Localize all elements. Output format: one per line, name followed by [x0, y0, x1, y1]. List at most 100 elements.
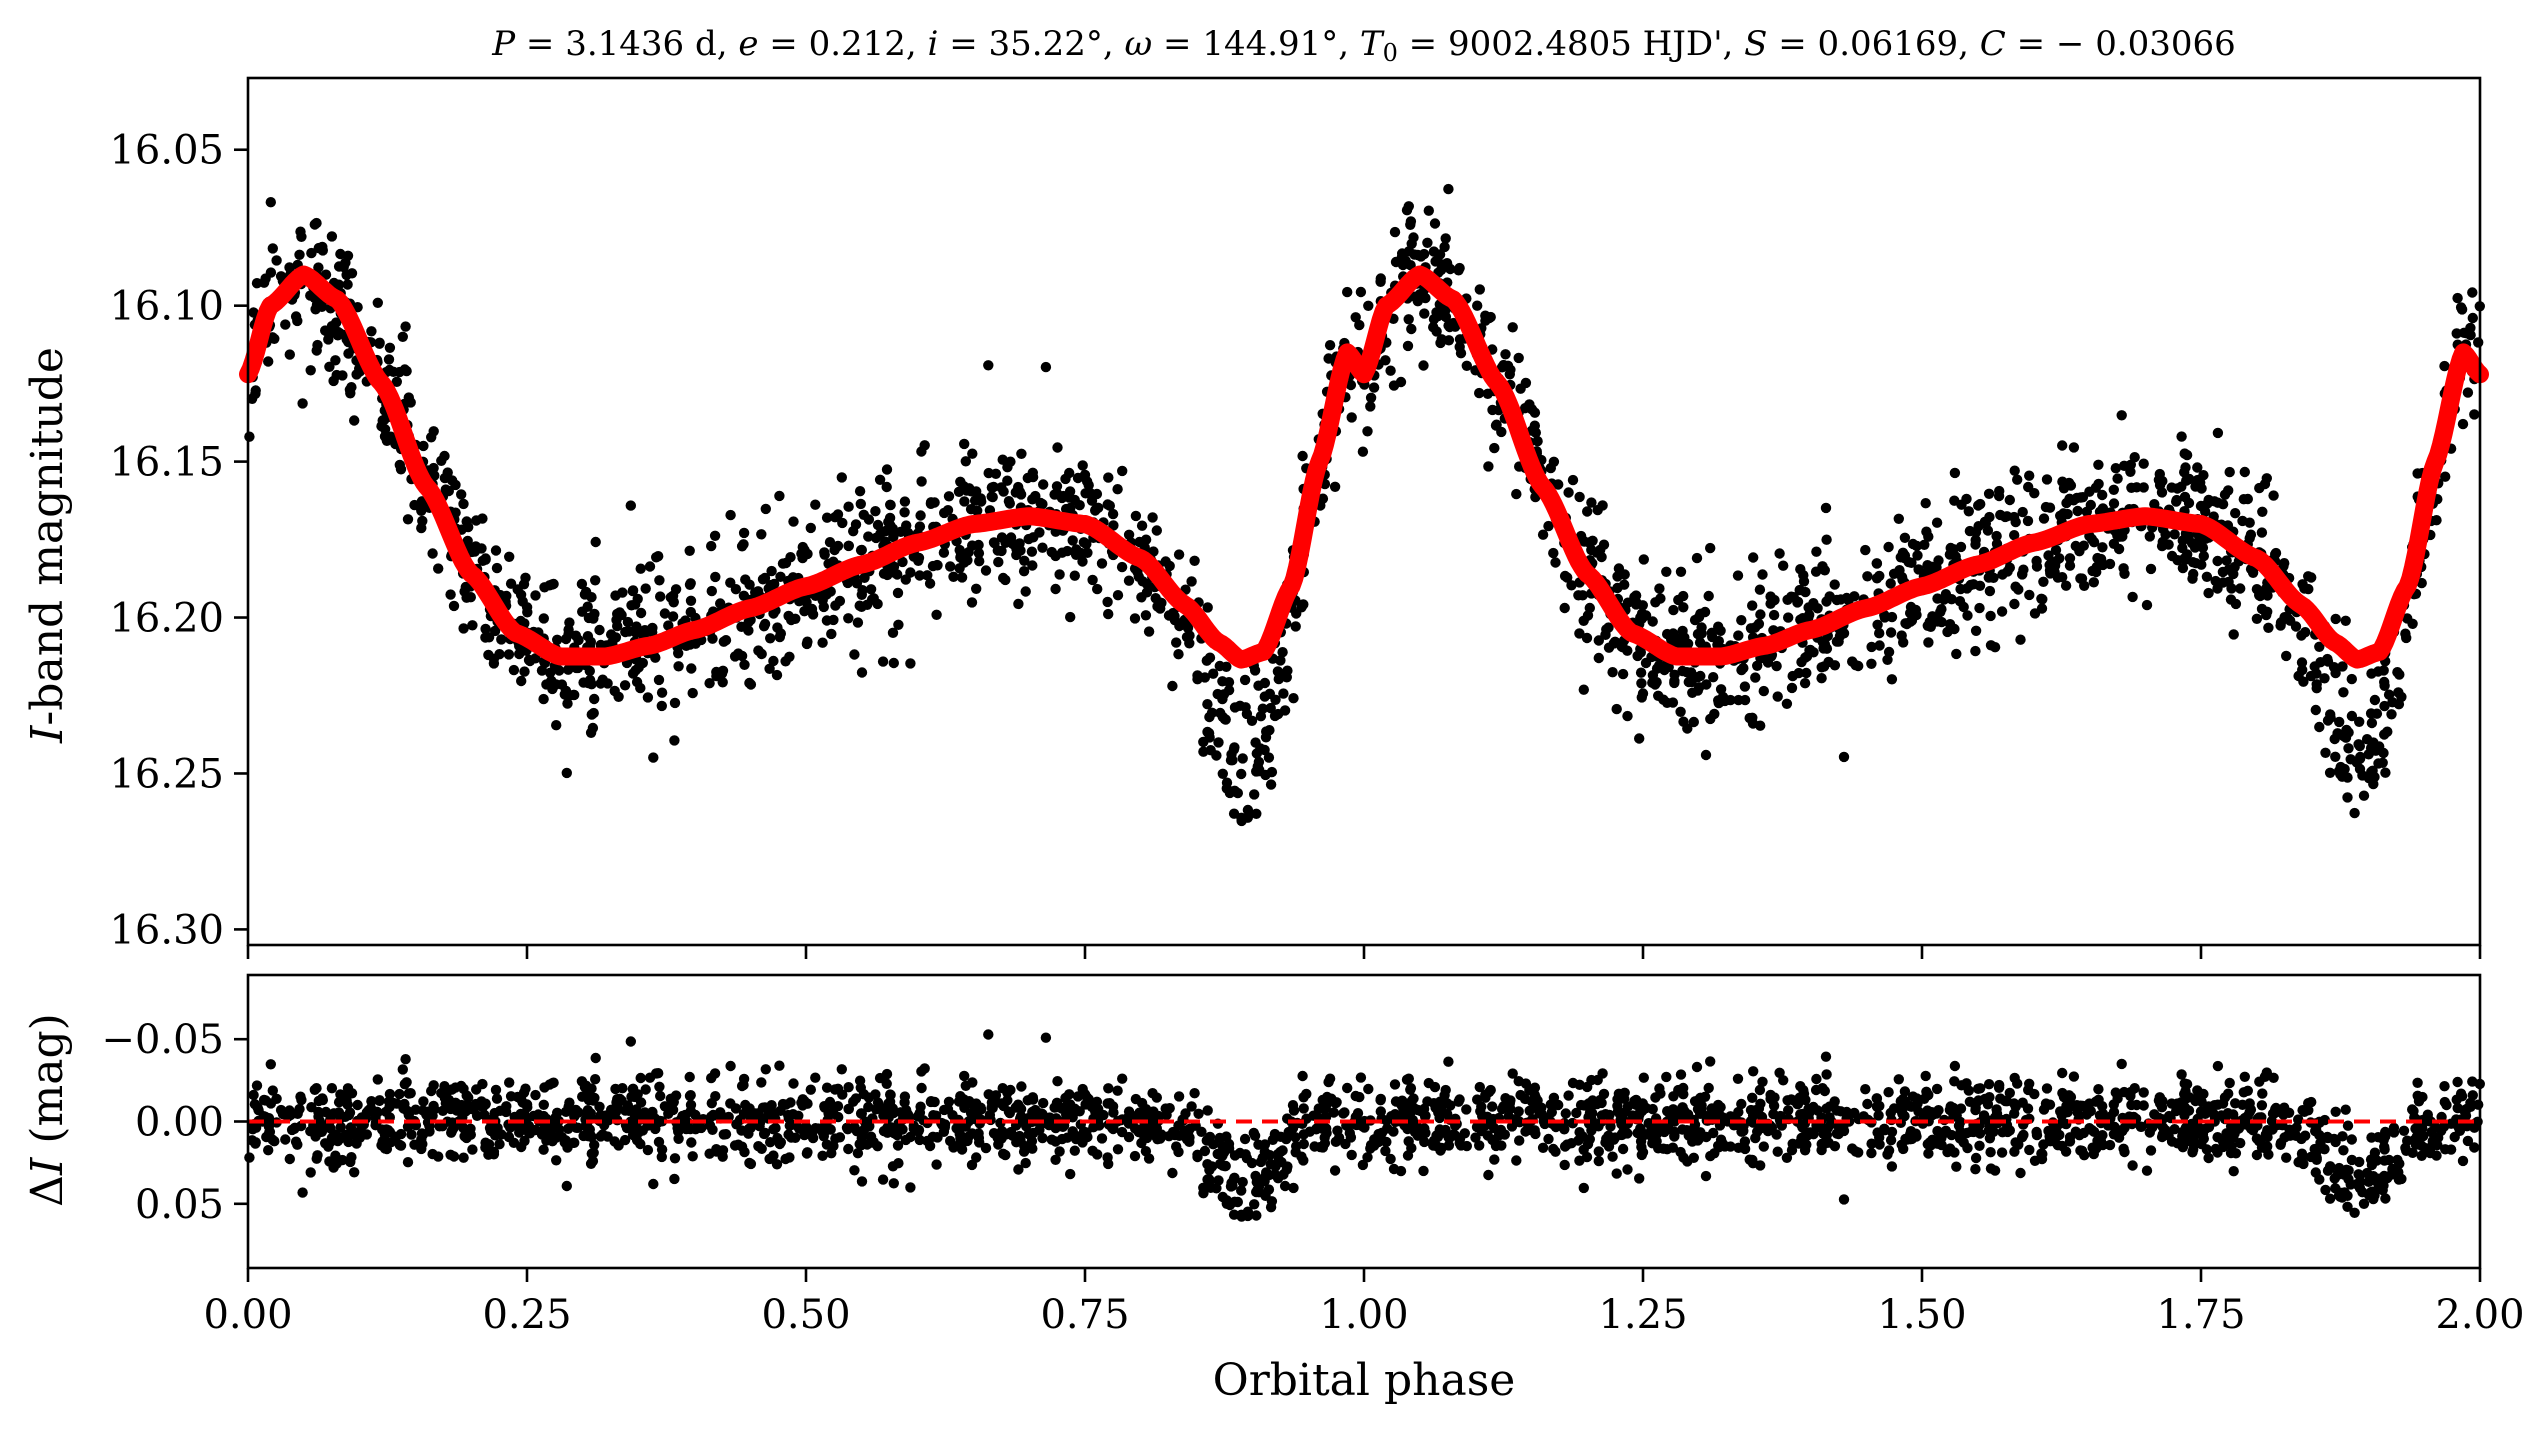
- residual-point: [2251, 1149, 2263, 1161]
- residual-point: [1725, 1111, 1736, 1122]
- observation-point: [943, 491, 955, 502]
- observation-point: [1695, 608, 1706, 619]
- residual-point: [640, 1084, 651, 1095]
- observation-point: [2245, 529, 2257, 540]
- observation-point: [1738, 662, 1749, 674]
- residual-point: [1989, 1165, 2001, 1176]
- residual-point: [1821, 1103, 1832, 1114]
- residual-point: [736, 1141, 748, 1152]
- observation-point: [2116, 410, 2127, 421]
- residual-point: [673, 1133, 684, 1145]
- residual-point: [656, 1151, 667, 1163]
- observation-point: [1329, 481, 1341, 492]
- residual-point: [309, 1084, 320, 1096]
- residual-point: [1799, 1145, 1811, 1156]
- residual-point: [1489, 1154, 1500, 1165]
- residual-point: [1630, 1094, 1642, 1106]
- observation-point: [467, 620, 478, 631]
- residual-point: [1781, 1152, 1793, 1164]
- observation-point: [2320, 747, 2331, 758]
- residual-point: [394, 1088, 405, 1100]
- observation-point: [594, 624, 605, 636]
- residual-point: [1381, 1115, 1392, 1126]
- observation-point: [560, 633, 572, 645]
- residual-point: [1290, 1132, 1301, 1143]
- residual-point: [1184, 1123, 1196, 1135]
- observation-point: [530, 590, 541, 601]
- residual-point: [1695, 1092, 1706, 1104]
- residual-point: [2297, 1105, 2308, 1116]
- residual-point: [1618, 1124, 1630, 1136]
- residual-point: [1419, 1136, 1430, 1148]
- residual-point: [2393, 1174, 2405, 1185]
- observation-point: [2187, 573, 2198, 584]
- observation-point: [578, 677, 589, 688]
- residual-point: [625, 1036, 636, 1047]
- residual-point: [462, 1100, 473, 1111]
- observation-point: [1636, 678, 1647, 689]
- observation-point: [870, 506, 881, 517]
- observation-point: [1532, 436, 1543, 447]
- observation-point: [609, 685, 620, 697]
- observation-point: [882, 569, 893, 581]
- observation-point: [2040, 501, 2052, 513]
- observation-point: [496, 634, 507, 645]
- residual-point: [684, 1071, 695, 1083]
- observation-point: [888, 531, 899, 543]
- observation-point: [530, 653, 541, 664]
- observation-point: [1483, 461, 1494, 472]
- observation-point: [1593, 652, 1605, 664]
- observation-point: [1249, 789, 1260, 800]
- observation-point: [1650, 597, 1661, 608]
- observation-point: [915, 510, 926, 521]
- residual-point: [2180, 1122, 2192, 1134]
- observation-point: [1949, 467, 1961, 479]
- residual-point: [344, 1155, 356, 1166]
- residual-point: [2369, 1147, 2381, 1158]
- observation-point: [1974, 580, 1986, 591]
- residual-point: [2154, 1092, 2165, 1103]
- observation-point: [448, 600, 460, 612]
- observation-point: [1647, 616, 1658, 627]
- residual-point: [2166, 1136, 2178, 1147]
- observation-point: [2282, 612, 2293, 624]
- residual-point: [1252, 1184, 1264, 1195]
- observation-point: [983, 360, 994, 371]
- residual-point: [1212, 1148, 1223, 1160]
- residual-point: [1368, 1140, 1380, 1151]
- residual-point: [1611, 1168, 1622, 1179]
- observation-point: [1732, 570, 1744, 581]
- residual-point: [428, 1080, 439, 1091]
- observation-point: [1037, 542, 1048, 553]
- observation-point: [1204, 711, 1215, 723]
- y-tick-label: 0.00: [135, 1100, 224, 1146]
- observation-point: [653, 674, 665, 686]
- residual-point: [856, 1176, 868, 1187]
- residual-point: [1755, 1160, 1766, 1171]
- observation-point: [659, 608, 671, 619]
- observation-point: [892, 569, 903, 580]
- observation-point: [483, 649, 494, 661]
- observation-point: [1866, 641, 1877, 653]
- residual-point: [248, 1089, 259, 1101]
- observation-point: [1574, 491, 1585, 503]
- observation-point: [2043, 550, 2054, 561]
- observation-point: [1597, 500, 1608, 511]
- residual-point: [774, 1060, 785, 1071]
- chart-title: P = 3.1436 d, e = 0.212, i = 35.22°, ω =…: [491, 24, 2236, 67]
- residual-point: [1129, 1123, 1141, 1134]
- observation-point: [1989, 642, 2001, 653]
- observation-point: [2223, 485, 2234, 496]
- residual-point: [342, 1083, 354, 1094]
- residual-point: [2116, 1058, 2127, 1070]
- residual-point: [2319, 1114, 2330, 1126]
- residual-point: [810, 1123, 821, 1134]
- observation-point: [1559, 570, 1571, 582]
- residual-point: [1267, 1134, 1279, 1146]
- residual-point: [1005, 1084, 1016, 1096]
- observation-point: [1661, 566, 1672, 577]
- observation-point: [959, 438, 970, 450]
- observation-point: [771, 669, 783, 681]
- observation-point: [905, 658, 916, 669]
- x-tick-label: 0.75: [1040, 1292, 1129, 1338]
